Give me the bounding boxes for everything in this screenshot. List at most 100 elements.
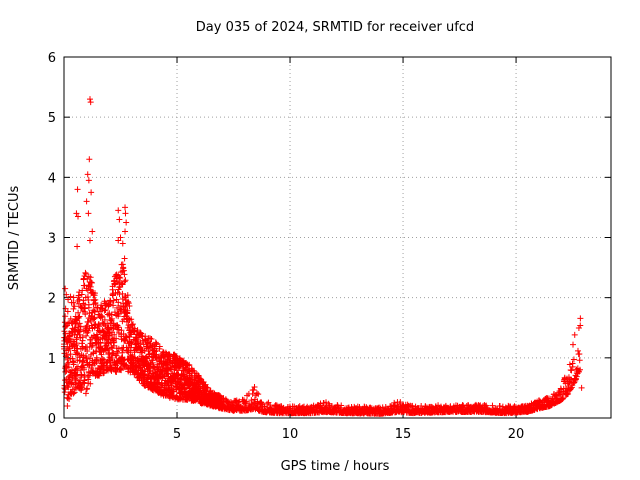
data-point bbox=[125, 298, 132, 305]
data-point bbox=[65, 384, 72, 391]
data-point bbox=[91, 290, 98, 297]
data-point bbox=[65, 364, 72, 371]
y-tick-label: 5 bbox=[48, 111, 56, 126]
data-point bbox=[101, 316, 108, 323]
data-point bbox=[73, 210, 80, 217]
data-point bbox=[98, 351, 105, 358]
data-point bbox=[85, 210, 92, 217]
data-point bbox=[253, 390, 260, 397]
data-point bbox=[119, 290, 126, 297]
data-point bbox=[576, 357, 583, 364]
data-point bbox=[264, 400, 271, 407]
x-tick-label: 0 bbox=[60, 427, 68, 442]
data-point bbox=[99, 313, 106, 320]
data-point bbox=[96, 323, 103, 330]
data-point bbox=[91, 314, 98, 321]
data-point bbox=[64, 383, 71, 390]
data-point bbox=[121, 271, 128, 278]
data-point bbox=[64, 395, 71, 402]
data-point bbox=[84, 287, 91, 294]
data-point bbox=[118, 327, 125, 334]
data-point bbox=[109, 355, 116, 362]
data-point bbox=[88, 279, 95, 286]
data-point bbox=[79, 384, 86, 391]
data-point bbox=[99, 356, 106, 363]
data-point bbox=[101, 307, 108, 314]
data-point bbox=[168, 384, 175, 391]
data-point bbox=[203, 386, 210, 393]
data-point bbox=[119, 240, 126, 247]
data-point bbox=[125, 300, 132, 307]
data-point bbox=[67, 315, 74, 322]
y-axis-label: SRMTID / TECUs bbox=[7, 186, 22, 291]
data-point bbox=[570, 341, 577, 348]
data-point bbox=[66, 332, 73, 339]
chart-title: Day 035 of 2024, SRMTID for receiver ufc… bbox=[196, 20, 474, 35]
data-point bbox=[73, 376, 80, 383]
data-point bbox=[121, 255, 128, 262]
data-point bbox=[95, 311, 102, 318]
data-point bbox=[119, 347, 126, 354]
data-point bbox=[72, 320, 79, 327]
data-point bbox=[115, 207, 122, 214]
y-tick-label: 3 bbox=[48, 232, 56, 247]
data-point bbox=[121, 278, 128, 285]
data-point bbox=[66, 396, 73, 403]
data-point bbox=[255, 391, 262, 398]
data-point bbox=[70, 338, 77, 345]
data-point bbox=[251, 383, 258, 390]
data-point bbox=[84, 171, 91, 178]
data-point bbox=[69, 386, 76, 393]
data-point bbox=[82, 270, 89, 277]
data-point bbox=[117, 275, 124, 282]
data-point bbox=[88, 279, 95, 286]
data-point bbox=[148, 335, 155, 342]
data-point bbox=[569, 363, 576, 370]
data-point bbox=[75, 213, 82, 220]
data-point bbox=[88, 322, 95, 329]
data-point bbox=[115, 237, 122, 244]
data-point bbox=[153, 340, 160, 347]
data-point bbox=[70, 305, 77, 312]
data-point bbox=[134, 327, 141, 334]
data-point bbox=[250, 386, 257, 393]
x-axis-label: GPS time / hours bbox=[281, 459, 390, 474]
data-point bbox=[110, 297, 117, 304]
y-tick-label: 4 bbox=[48, 171, 56, 186]
data-point bbox=[70, 299, 77, 306]
data-point bbox=[131, 325, 138, 332]
data-point bbox=[85, 297, 92, 304]
data-point bbox=[89, 342, 96, 349]
data-point bbox=[74, 186, 81, 193]
data-point bbox=[78, 383, 85, 390]
data-points bbox=[60, 96, 585, 417]
data-point bbox=[563, 391, 570, 398]
data-point bbox=[92, 299, 99, 306]
data-point bbox=[243, 398, 250, 405]
data-point bbox=[76, 320, 83, 327]
data-point bbox=[77, 326, 84, 333]
data-point bbox=[156, 343, 163, 350]
data-point bbox=[118, 261, 125, 268]
data-point bbox=[251, 399, 258, 406]
data-point bbox=[81, 377, 88, 384]
data-point bbox=[560, 394, 567, 401]
data-point bbox=[102, 307, 109, 314]
data-point bbox=[118, 367, 125, 374]
data-point bbox=[98, 302, 105, 309]
data-point bbox=[85, 177, 92, 184]
data-point bbox=[117, 234, 124, 241]
data-point bbox=[83, 198, 90, 205]
data-point bbox=[85, 319, 92, 326]
data-point bbox=[578, 384, 585, 391]
data-point bbox=[79, 287, 86, 294]
data-point bbox=[74, 243, 81, 250]
x-tick-label: 15 bbox=[395, 427, 412, 442]
data-point bbox=[70, 390, 77, 397]
data-point bbox=[69, 358, 76, 365]
data-point bbox=[120, 267, 127, 274]
data-point bbox=[107, 299, 114, 306]
data-point bbox=[576, 351, 583, 358]
data-point bbox=[80, 366, 87, 373]
